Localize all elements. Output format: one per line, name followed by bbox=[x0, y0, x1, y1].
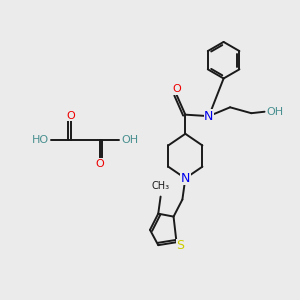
Text: OH: OH bbox=[267, 107, 284, 117]
Text: HO: HO bbox=[32, 135, 49, 145]
Text: CH₃: CH₃ bbox=[152, 181, 170, 191]
Text: S: S bbox=[176, 239, 184, 252]
Text: O: O bbox=[66, 110, 75, 121]
Text: O: O bbox=[96, 159, 104, 169]
Text: O: O bbox=[172, 84, 181, 94]
Text: N: N bbox=[181, 172, 190, 185]
Text: OH: OH bbox=[121, 135, 138, 145]
Text: N: N bbox=[204, 110, 214, 123]
